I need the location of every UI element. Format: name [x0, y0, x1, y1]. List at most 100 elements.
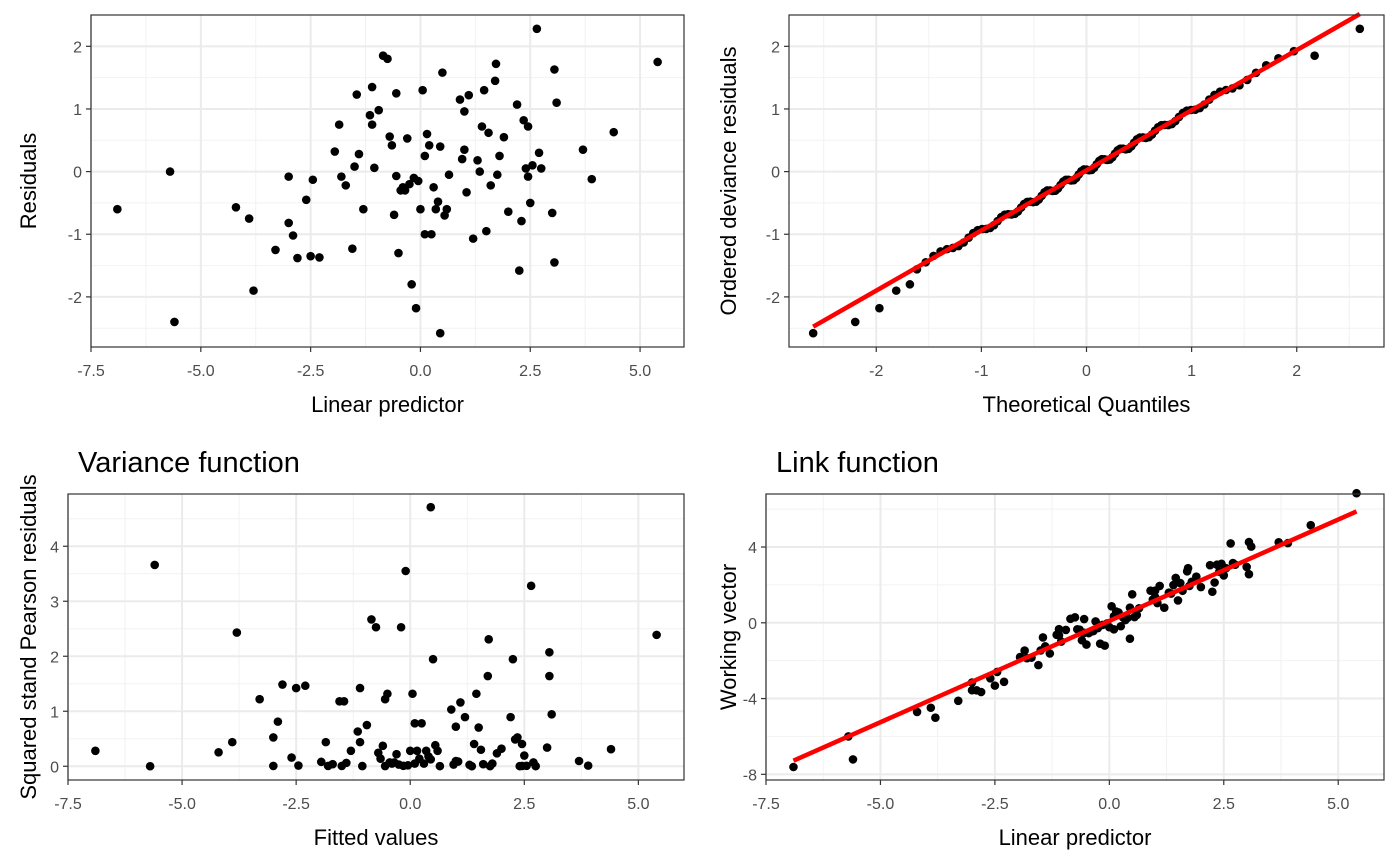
- data-point: [165, 167, 175, 176]
- data-point: [411, 303, 421, 313]
- data-point: [407, 280, 416, 289]
- data-point: [652, 630, 661, 640]
- data-point: [367, 615, 376, 624]
- data-point: [353, 727, 363, 736]
- data-point: [145, 761, 155, 771]
- data-point: [1034, 660, 1043, 670]
- data-point: [420, 151, 430, 161]
- data-point: [1246, 542, 1256, 551]
- data-point: [1082, 640, 1091, 649]
- data-point: [424, 140, 434, 150]
- data-point: [91, 746, 100, 756]
- data-point: [358, 761, 367, 771]
- data-point: [408, 689, 417, 699]
- data-point: [891, 286, 901, 295]
- data-point: [542, 743, 552, 752]
- data-point: [401, 566, 410, 576]
- data-point: [403, 760, 413, 770]
- data-point: [486, 181, 496, 190]
- data-point: [438, 68, 447, 77]
- x-tick-label: 5.0: [627, 796, 649, 813]
- y-tick-label: 2: [771, 39, 780, 56]
- data-point: [293, 253, 302, 263]
- x-tick-label: 5.0: [1327, 796, 1349, 813]
- data-point: [513, 733, 522, 742]
- data-point: [512, 100, 522, 109]
- data-point: [550, 258, 559, 267]
- data-point: [1020, 646, 1029, 655]
- data-point: [433, 197, 443, 206]
- y-tick-label: 0: [748, 616, 757, 633]
- data-point: [391, 89, 401, 98]
- data-point: [460, 107, 469, 116]
- data-point: [150, 560, 159, 570]
- data-point: [490, 76, 500, 86]
- data-point: [1210, 578, 1219, 587]
- data-point: [412, 746, 422, 756]
- data-point: [477, 122, 487, 131]
- data-point: [374, 105, 384, 115]
- data-point: [457, 154, 467, 164]
- data-point: [609, 127, 619, 137]
- data-point: [552, 98, 561, 107]
- data-point: [367, 82, 377, 92]
- data-point: [1310, 51, 1319, 61]
- data-point: [350, 162, 359, 171]
- data-point: [426, 755, 436, 764]
- y-tick-label: 4: [50, 539, 59, 556]
- data-point: [497, 744, 506, 753]
- data-point: [339, 697, 349, 706]
- data-point: [391, 171, 401, 181]
- panel-title: Link function: [776, 447, 939, 479]
- data-point: [113, 204, 122, 214]
- x-tick-label: -5.0: [867, 796, 895, 813]
- data-point: [433, 746, 442, 756]
- y-tick-label: -4: [743, 692, 757, 709]
- data-point: [321, 737, 331, 747]
- data-point: [400, 186, 410, 195]
- data-point: [362, 720, 372, 730]
- data-point: [405, 179, 414, 189]
- x-axis-title: Fitted values: [314, 825, 439, 850]
- data-point: [418, 85, 427, 95]
- y-tick-label: 0: [771, 165, 780, 182]
- data-point: [574, 756, 584, 766]
- data-point: [354, 149, 364, 159]
- data-point: [521, 164, 531, 173]
- x-tick-label: 0.0: [1098, 796, 1120, 813]
- data-point: [348, 244, 357, 253]
- data-point: [341, 181, 351, 190]
- data-point: [435, 328, 445, 338]
- x-tick-label: 2.5: [519, 363, 541, 380]
- data-point: [346, 746, 356, 756]
- x-tick-label: 0.0: [409, 363, 431, 380]
- data-point: [462, 187, 471, 197]
- y-tick-label: -1: [68, 227, 82, 244]
- data-point: [255, 694, 264, 704]
- data-point: [1116, 621, 1126, 631]
- data-point: [342, 758, 351, 768]
- y-axis-title: Ordered deviance residuals: [716, 46, 741, 315]
- data-point: [474, 723, 483, 732]
- x-tick-label: -2.5: [981, 796, 1009, 813]
- data-point: [244, 214, 254, 223]
- data-point: [359, 204, 368, 214]
- y-axis-title: Residuals: [16, 133, 41, 230]
- data-point: [227, 737, 237, 747]
- data-point: [378, 741, 388, 751]
- data-point: [1208, 587, 1217, 597]
- panel-3: -7.5 -5.0 -2.5 0.0 2.5 5.0 0 1 2 3 4 Fitted values S…: [16, 447, 685, 850]
- x-tick-label: -5.0: [168, 796, 196, 813]
- panel-1: -7.5 -5.0 -2.5 0.0 2.5 5.0 -2 -1 0 1 2 Linear predi…: [16, 14, 685, 417]
- data-point: [402, 134, 412, 143]
- data-point: [214, 748, 223, 757]
- x-tick-label: 2: [1292, 363, 1301, 380]
- data-point: [525, 198, 535, 208]
- data-point: [288, 231, 298, 240]
- data-point: [460, 712, 470, 722]
- data-point: [850, 317, 860, 327]
- data-point: [479, 85, 489, 95]
- data-point: [519, 751, 529, 760]
- data-point: [1132, 610, 1142, 620]
